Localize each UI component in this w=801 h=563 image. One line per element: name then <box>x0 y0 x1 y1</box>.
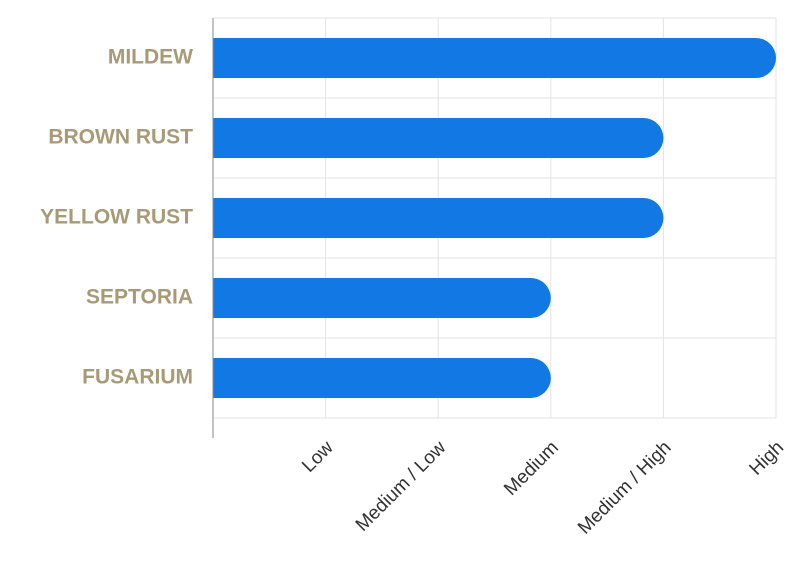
tick-label-layer: Low Medium / Low Medium Medium / High High <box>298 437 788 539</box>
bar-layer <box>213 38 776 398</box>
x-tick-label: Medium / High <box>574 437 675 538</box>
category-label: FUSARIUM <box>82 366 193 389</box>
x-tick-label: Medium / Low <box>352 437 451 536</box>
bar-fusarium <box>213 358 551 398</box>
category-label-layer: MILDEW BROWN RUST YELLOW RUST SEPTORIA FUSAR… <box>40 46 193 389</box>
category-label: SEPTORIA <box>86 286 193 309</box>
bar-septoria <box>213 278 551 318</box>
x-tick-label: High <box>746 437 788 479</box>
category-label: MILDEW <box>108 46 193 69</box>
x-tick-label: Medium <box>500 437 563 500</box>
bar-brown-rust <box>213 118 664 158</box>
grid-layer <box>213 17 777 419</box>
bar-mildew <box>213 38 776 78</box>
bar-yellow-rust <box>213 198 664 238</box>
category-label: YELLOW RUST <box>40 206 193 229</box>
x-tick-label: Low <box>298 437 338 477</box>
category-label: BROWN RUST <box>48 126 193 149</box>
